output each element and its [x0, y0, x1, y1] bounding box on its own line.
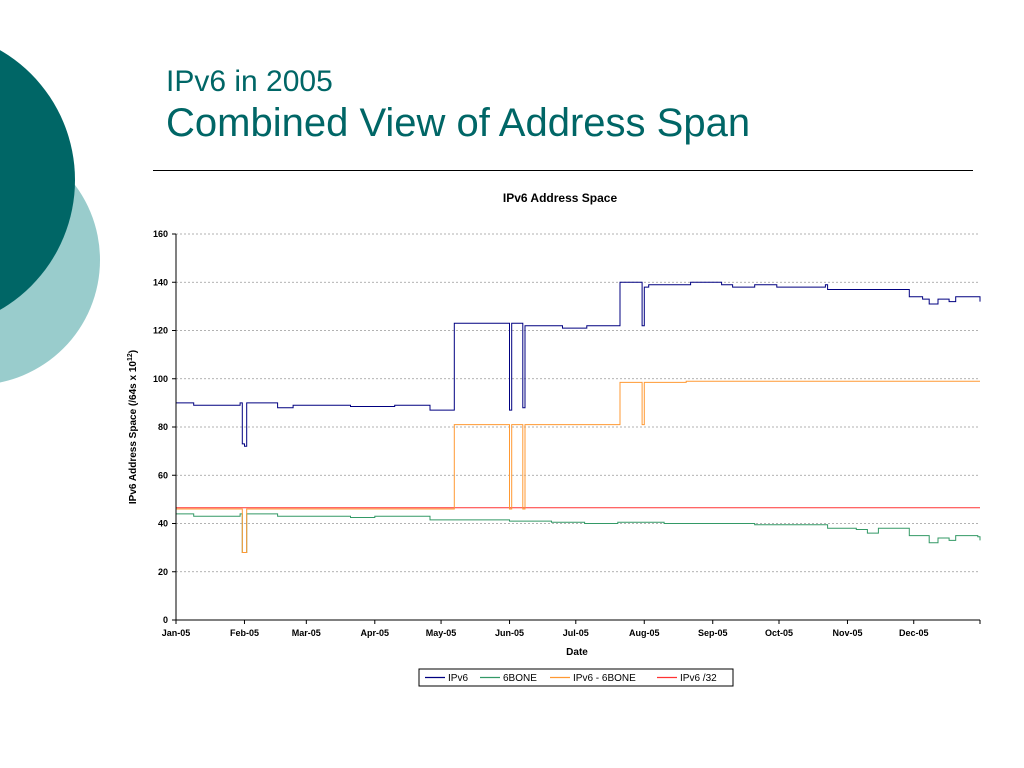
title-divider — [153, 170, 973, 171]
series-line-6bone — [176, 513, 981, 553]
x-tick-label: Oct-05 — [765, 628, 793, 638]
x-tick-label: Jan-05 — [162, 628, 191, 638]
x-axis-label: Date — [566, 647, 588, 658]
legend: IPv6 6BONE IPv6 - 6BONE IPv6 /32 — [418, 668, 734, 687]
x-tick-label: Sep-05 — [698, 628, 728, 638]
y-tick-label: 120 — [153, 326, 168, 336]
x-tick-label: Aug-05 — [629, 628, 660, 638]
x-tick-labels: Jan-05 Feb-05 Mar-05 Apr-05 May-05 Jun-05 Jul-… — [162, 620, 981, 638]
x-tick-label: Nov-05 — [832, 628, 862, 638]
legend-label-ipv6-minus-6bone: IPv6 - 6BONE — [573, 673, 636, 684]
slide-title: IPv6 in 2005 Combined View of Address Sp… — [166, 64, 750, 146]
dark-decorative-circle — [0, 50, 75, 310]
x-tick-label: Mar-05 — [292, 628, 321, 638]
x-tick-label: Feb-05 — [230, 628, 259, 638]
slide-title-line2: Combined View of Address Span — [166, 101, 751, 145]
y-tick-label: 40 — [158, 519, 168, 529]
y-tick-labels: 0 20 40 60 80 100 120 140 160 — [153, 229, 176, 625]
chart-title: IPv6 Address Space — [503, 191, 618, 205]
x-tick-label: May-05 — [426, 628, 457, 638]
y-axis-label-close: ) — [128, 350, 139, 353]
y-tick-label: 60 — [158, 470, 168, 480]
series-layer — [176, 281, 981, 553]
x-tick-label: Dec-05 — [899, 628, 929, 638]
series-line-ipv6-minus-6bone — [176, 380, 980, 553]
y-tick-label: 80 — [158, 422, 168, 432]
slide-title-line1: IPv6 in 2005 — [166, 65, 333, 98]
legend-label-ipv6: IPv6 — [448, 673, 468, 684]
y-tick-label: 20 — [158, 567, 168, 577]
gridlines — [176, 233, 980, 573]
y-axis-label: IPv6 Address Space (/64s x 1012) — [127, 350, 139, 504]
x-tick-label: Jun-05 — [495, 628, 524, 638]
y-tick-label: 0 — [163, 615, 168, 625]
legend-label-6bone: 6BONE — [503, 673, 537, 684]
x-tick-label: Apr-05 — [361, 628, 390, 638]
y-axis-label-exponent: 12 — [127, 353, 134, 361]
legend-box — [418, 668, 734, 687]
y-axis-label-main: IPv6 Address Space (/64s x 10 — [128, 361, 139, 504]
y-tick-label: 100 — [153, 374, 168, 384]
legend-label-ipv6-32: IPv6 /32 — [680, 673, 717, 684]
series-line-ipv6 — [176, 281, 981, 447]
y-tick-label: 160 — [153, 229, 168, 239]
x-tick-label: Jul-05 — [563, 628, 589, 638]
y-tick-label: 140 — [153, 277, 168, 287]
